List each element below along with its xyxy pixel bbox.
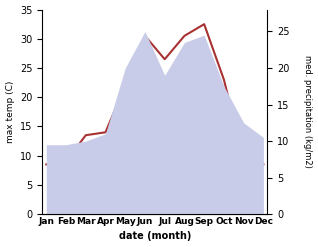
Y-axis label: med. precipitation (kg/m2): med. precipitation (kg/m2) — [303, 55, 313, 168]
Y-axis label: max temp (C): max temp (C) — [5, 81, 15, 143]
X-axis label: date (month): date (month) — [119, 231, 191, 242]
